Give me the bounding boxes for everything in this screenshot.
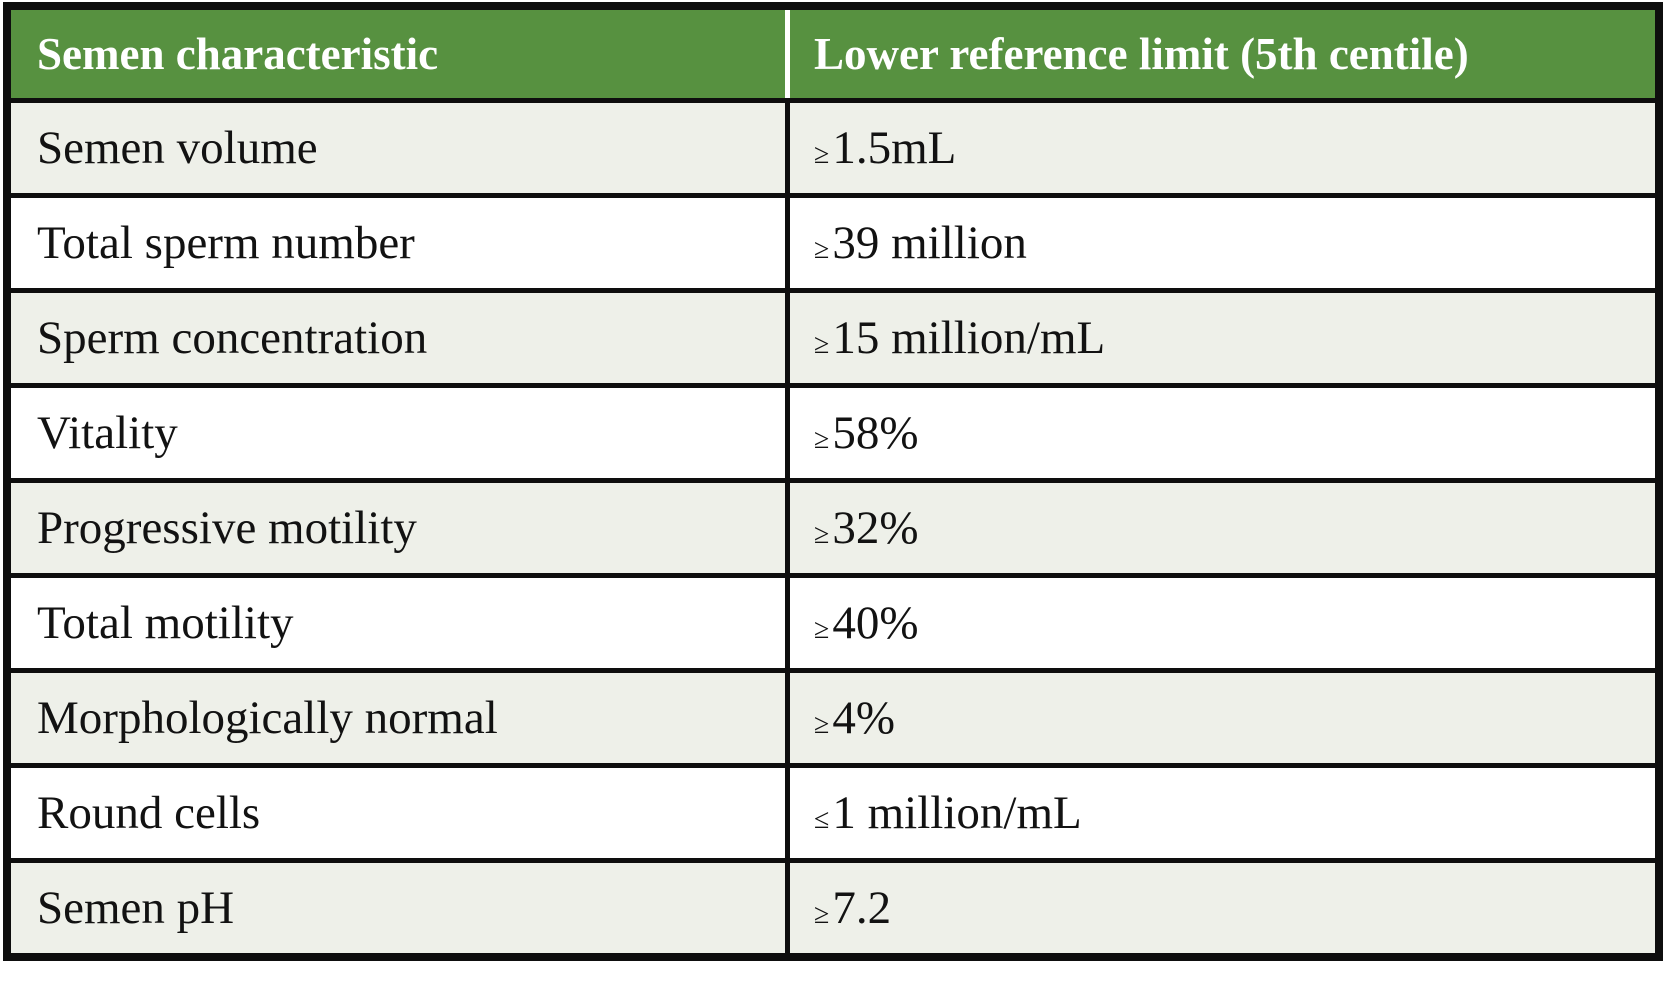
characteristic-cell: Semen volume (11, 103, 785, 193)
reference-value: 39 million (832, 217, 1027, 269)
characteristic-cell: Total motility (11, 578, 785, 668)
characteristic-cell: Progressive motility (11, 483, 785, 573)
characteristic-cell: Total sperm number (11, 198, 785, 288)
value-cell: ≤1 million/mL (790, 768, 1655, 858)
reference-value: 32% (832, 502, 919, 554)
characteristic-cell: Sperm concentration (11, 293, 785, 383)
comparison-symbol: ≥ (814, 899, 830, 930)
comparison-symbol: ≥ (814, 329, 830, 360)
comparison-symbol: ≥ (814, 614, 830, 645)
characteristic-cell: Vitality (11, 388, 785, 478)
comparison-symbol: ≥ (814, 234, 830, 265)
comparison-symbol: ≥ (814, 709, 830, 740)
semen-reference-table: Semen characteristic Lower reference lim… (3, 2, 1663, 961)
column-header-lower-reference-limit: Lower reference limit (5th centile) (814, 29, 1469, 79)
reference-value: 4% (832, 692, 896, 744)
reference-value: 40% (832, 597, 919, 649)
reference-value: 58% (832, 407, 919, 459)
value-cell: ≥1.5mL (790, 103, 1655, 193)
comparison-symbol: ≥ (814, 519, 830, 550)
reference-value: 7.2 (832, 882, 892, 934)
value-cell: ≥4% (790, 673, 1655, 763)
value-cell: ≥39 million (790, 198, 1655, 288)
column-header-semen-characteristic: Semen characteristic (37, 29, 439, 79)
reference-value: 15 million/mL (832, 312, 1106, 364)
comparison-symbol: ≥ (814, 139, 830, 170)
characteristic-cell: Semen pH (11, 863, 785, 953)
value-cell: ≥40% (790, 578, 1655, 668)
reference-value: 1 million/mL (832, 787, 1082, 839)
table-header-row: Semen characteristic Lower reference lim… (11, 10, 1655, 98)
value-cell: ≥7.2 (790, 863, 1655, 953)
characteristic-cell: Round cells (11, 768, 785, 858)
characteristic-cell: Morphologically normal (11, 673, 785, 763)
comparison-symbol: ≥ (814, 424, 830, 455)
comparison-symbol: ≤ (814, 804, 830, 835)
reference-value: 1.5mL (832, 122, 957, 174)
value-cell: ≥32% (790, 483, 1655, 573)
value-cell: ≥58% (790, 388, 1655, 478)
value-cell: ≥15 million/mL (790, 293, 1655, 383)
header-column-divider (785, 10, 790, 98)
